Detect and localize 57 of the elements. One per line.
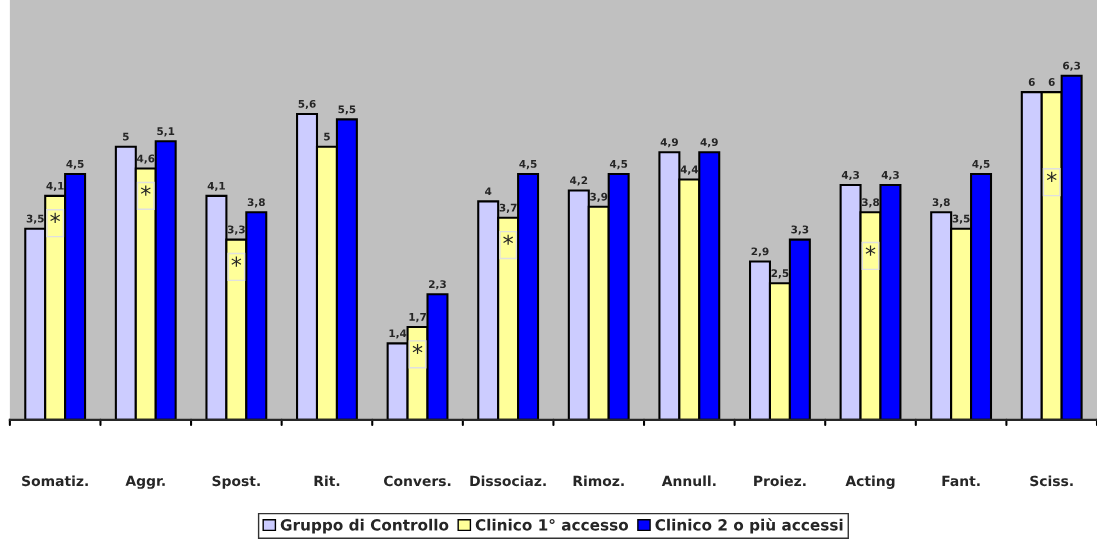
data-label: 1,7 [409, 313, 426, 323]
annotation: * [503, 234, 514, 245]
x-tick-label: Spost. [212, 475, 260, 489]
data-label: 3,8 [932, 198, 950, 208]
data-label: 3,5 [26, 214, 44, 224]
x-tick-label: Annull. [661, 475, 716, 487]
x-tick-label: Proiez. [754, 475, 806, 487]
x-tick-label: Dissociaz. [470, 475, 546, 487]
data-label: 4,5 [519, 160, 537, 170]
x-tick-label: Aggr. [125, 475, 165, 489]
data-label: 4,5 [66, 160, 84, 170]
data-label: 4,5 [972, 160, 990, 170]
data-label: 3,9 [590, 192, 608, 202]
data-label: 4,5 [609, 160, 628, 170]
data-label: 5,5 [338, 105, 356, 115]
data-label: 4,9 [700, 138, 718, 148]
data-label: 3,3 [791, 225, 809, 235]
annotation: * [140, 185, 151, 196]
data-label: 4 [485, 187, 492, 196]
data-label: 6,3 [1063, 61, 1081, 71]
data-label: 5,6 [298, 99, 316, 110]
annotation: * [50, 212, 61, 223]
legend-label: Clinico 2 o più accessi [655, 518, 843, 534]
x-tick-label: Convers. [383, 475, 451, 487]
data-label: 4,9 [660, 138, 678, 148]
data-label: 3,5 [952, 214, 970, 224]
annotation: * [231, 256, 242, 267]
data-label: 2,5 [771, 269, 789, 279]
data-label: 4,6 [137, 154, 155, 164]
x-tick-label: Fant. [942, 475, 980, 487]
data-label: 3,3 [227, 225, 245, 235]
x-tick-label: Rit. [314, 475, 340, 486]
data-label: 2,3 [429, 280, 446, 290]
annotation: * [1046, 171, 1057, 183]
data-label: 4,3 [841, 170, 859, 181]
x-tick-label: Rimoz. [573, 475, 624, 487]
data-label: 6 [1028, 78, 1035, 86]
data-label: 4,3 [881, 170, 899, 181]
data-label: 6 [1048, 78, 1055, 86]
annotation: * [865, 245, 876, 256]
data-label: 5 [324, 132, 330, 141]
x-tick-label: Somatiz. [22, 475, 88, 487]
data-label: 3,8 [861, 198, 880, 208]
x-tick-label: Sciss. [1030, 475, 1073, 487]
legend-label: Clinico 1° accesso [475, 518, 629, 531]
data-label: 4,4 [680, 165, 699, 175]
annotation: * [412, 343, 423, 355]
data-label: 4,1 [46, 181, 64, 192]
x-tick-label: Acting [845, 475, 895, 489]
data-label: 5 [123, 132, 129, 141]
data-label: 3,8 [247, 198, 265, 208]
data-label: 4,1 [207, 181, 225, 192]
legend-label: Gruppo di Controllo [280, 518, 449, 534]
data-label: 5,1 [157, 127, 175, 137]
data-label: 4,2 [570, 176, 588, 186]
data-label: 3,7 [499, 203, 517, 213]
data-label: 2,9 [751, 247, 769, 257]
